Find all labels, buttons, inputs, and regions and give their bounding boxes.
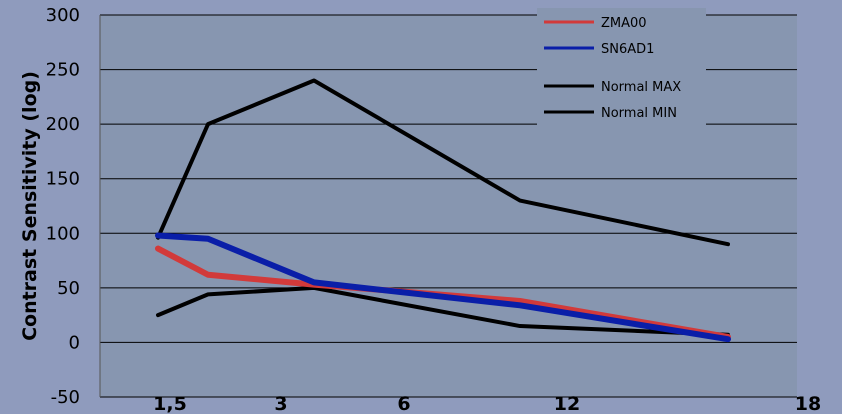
y-axis-label: Contrast Sensitivity (log) (19, 71, 41, 341)
y-tick-label: 250 (46, 60, 80, 81)
legend-label: Normal MAX (601, 80, 681, 95)
series-line-sn6ad1 (155, 232, 731, 343)
x-tick-label: 6 (397, 393, 410, 414)
legend: ZMA00 SN6AD1 Normal MAX Normal MIN (537, 8, 706, 128)
legend-box (537, 8, 706, 128)
y-tick-label: -50 (51, 387, 80, 408)
y-tick-label: 100 (46, 223, 80, 244)
legend-label: ZMA00 (601, 16, 647, 31)
series-line-normal-min (156, 285, 730, 337)
y-tick-label: 300 (46, 5, 80, 26)
y-tick-label: 150 (46, 169, 80, 190)
x-tick-label: 3 (274, 393, 287, 414)
x-tick-label: 1,5 (153, 393, 187, 414)
y-tick-label: 50 (57, 278, 80, 299)
legend-label: SN6AD1 (601, 42, 654, 57)
x-axis-ticks: 1,5 3 6 12 18 (153, 393, 821, 414)
y-tick-label: 0 (69, 332, 80, 353)
x-tick-label: 12 (554, 393, 580, 414)
legend-label: Normal MIN (601, 106, 677, 121)
series-line-normal-max (156, 78, 730, 247)
y-tick-label: 200 (46, 114, 80, 135)
y-axis-ticks: -50 0 50 100 150 200 250 300 (46, 5, 80, 408)
series-lines (155, 78, 731, 343)
x-tick-label: 18 (795, 393, 821, 414)
